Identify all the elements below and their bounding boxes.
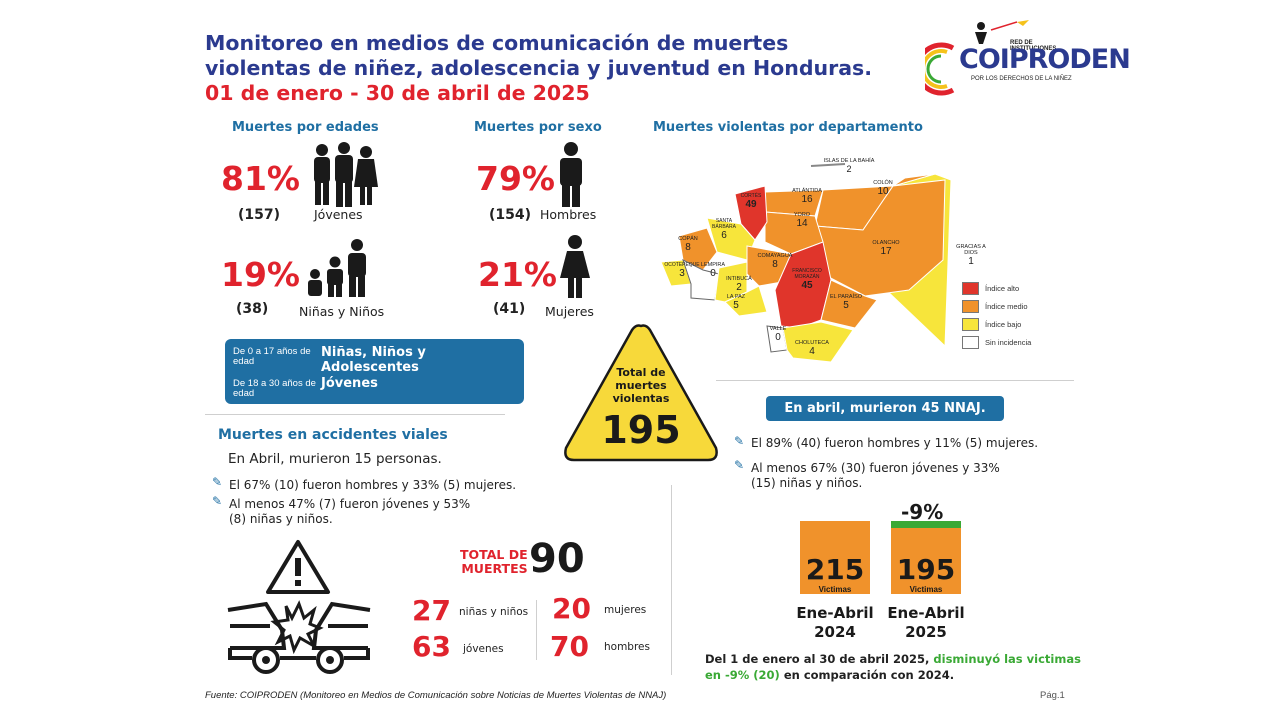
divider-left (205, 414, 505, 415)
logo-top-text: RED DE INSTITUCIONES (1010, 40, 1057, 52)
age-definitions-box: De 0 a 17 años de edad Niñas, Niños y Ad… (225, 339, 524, 404)
logo-bottom-text: POR LOS DERECHOS DE LA NIÑEZ (971, 76, 1072, 82)
road-total-label: TOTAL DE MUERTES (460, 547, 528, 576)
map-label-choluteca: CHOLUTECA 4 (795, 340, 829, 357)
woman-icon (558, 234, 592, 303)
definition-label-2: Jóvenes (321, 376, 378, 391)
pin-icon: ✎ (212, 475, 223, 489)
map-label-copan: COPÁN 8 (678, 236, 698, 253)
map-label-yoro: YORO 14 (793, 212, 811, 229)
map-label-intibuca: INTIBUCÁ 2 (726, 276, 752, 293)
divider-right (716, 380, 1074, 381)
bar-decrease-marker (891, 521, 961, 528)
bar-2025-sub: Victimas (909, 585, 943, 594)
sex-men-label: Hombres (540, 207, 597, 222)
road-bullet-2: Al menos 47% (7) fueron jóvenes y 53% (8… (229, 497, 471, 526)
youth-group-icon (308, 141, 380, 212)
road-total-value: 90 (529, 536, 585, 582)
ages-kids-pct: 19% (221, 255, 300, 294)
road-bullet-1: El 67% (10) fueron hombres y 33% (5) muj… (229, 478, 517, 492)
bar-2025-value: 195 (896, 553, 956, 586)
sex-women-label: Mujeres (545, 304, 594, 319)
road-heading: Muertes en accidentes viales (218, 427, 448, 443)
definition-range-2: De 18 a 30 años de edad (233, 378, 316, 399)
road-kids-value: 27 (412, 594, 451, 627)
map-label-comayagua: COMAYAGUA 8 (757, 253, 793, 270)
sex-men-count: (154) (489, 207, 532, 223)
pin-icon: ✎ (212, 494, 223, 508)
ages-youth-label: Jóvenes (314, 207, 363, 222)
map-legend: Índice alto Índice medio Índice bajo Sin… (962, 282, 1031, 349)
map-label-cortes: CORTÉS 49 (740, 193, 762, 210)
road-men-value: 70 (550, 630, 589, 663)
road-men-label: hombres (604, 641, 650, 653)
map-label-la-paz: LA PAZ 5 (726, 294, 746, 311)
car-crash-icon (227, 540, 371, 674)
title-line-2: violentas de niñez, adolescencia y juven… (205, 56, 873, 80)
ages-heading: Muertes por edades (232, 120, 379, 135)
page-title: Monitoreo en medios de comunicación de m… (205, 31, 905, 106)
total-label: Total de muertes violentas (612, 366, 670, 405)
comparison-note: Del 1 de enero al 30 de abril 2025, dism… (705, 652, 1081, 682)
comparison-change: -9% (901, 500, 944, 524)
road-women-label: mujeres (604, 604, 647, 616)
map-heading: Muertes violentas por departamento (653, 120, 923, 135)
ages-youth-count: (157) (238, 207, 281, 223)
title-line-1: Monitoreo en medios de comunicación de m… (205, 31, 789, 55)
road-kids-label: niñas y niños (459, 606, 529, 618)
april-bullet-2: Al menos 67% (30) fueron jóvenes y 33% (… (751, 461, 1000, 490)
map-label-el-paraiso: EL PARAÍSO 5 (829, 294, 863, 311)
bar-2024-sub: Victimas (818, 585, 852, 594)
legend-item-medium: Índice medio (962, 300, 1031, 313)
kids-group-icon (305, 238, 371, 303)
bar-2024-value: 215 (805, 553, 865, 586)
legend-item-high: Índice alto (962, 282, 1031, 295)
total-warning-triangle (560, 320, 722, 471)
bar-2025-label: Ene-Abril 2025 (887, 604, 965, 641)
map-label-olancho: OLANCHO 17 (872, 240, 900, 257)
road-youth-label: jóvenes (463, 643, 504, 655)
man-icon (555, 141, 587, 212)
map-label-atlantida: ATLÁNTIDA 16 (792, 188, 822, 205)
footer-source: Fuente: COIPRODEN (Monitoreo en Medios d… (205, 690, 667, 701)
map-label-islas: ISLAS DE LA BAHÍA 2 (823, 158, 875, 174)
sex-women-count: (41) (493, 301, 526, 317)
title-dates: 01 de enero - 30 de abril de 2025 (205, 81, 590, 105)
definition-range-1: De 0 a 17 años de edad (233, 346, 311, 367)
bar-2024-label: Ene-Abril 2024 (796, 604, 874, 641)
april-banner: En abril, murieron 45 NNAJ. (766, 396, 1004, 421)
road-divider (536, 600, 537, 660)
ages-kids-label: Niñas y Niños (299, 304, 385, 319)
divider-vertical (671, 485, 672, 675)
bar-2024 (800, 521, 870, 594)
april-bullet-1: El 89% (40) fueron hombres y 11% (5) muj… (751, 436, 1039, 450)
total-value: 195 (601, 408, 681, 452)
road-subheading: En Abril, murieron 15 personas. (228, 451, 442, 467)
map-label-colon: COLÓN 10 (873, 180, 893, 197)
ages-youth-pct: 81% (221, 159, 300, 198)
map-label-lempira: LEMPIRA 0 (700, 262, 726, 279)
coiproden-logo: RED DE INSTITUCIONES COIPRODEN POR LOS D… (914, 18, 1131, 98)
footer-page: Pág.1 (1040, 690, 1065, 701)
map-label-ocotepeque: OCOTEPEQUE 3 (664, 262, 700, 279)
legend-item-none: Sin incidencia (962, 336, 1031, 349)
sex-women-pct: 21% (478, 255, 557, 294)
ages-kids-count: (38) (236, 301, 269, 317)
map-label-francisco-morazan: FRANCISCO MORAZÁN 45 (792, 268, 822, 291)
pin-icon: ✎ (734, 434, 745, 448)
definition-label-1: Niñas, Niños y Adolescentes (321, 345, 426, 375)
map-label-valle: VALLE 0 (769, 326, 787, 343)
pin-icon: ✎ (734, 458, 745, 472)
road-women-value: 20 (552, 592, 591, 625)
logo-name: COIPRODEN (959, 44, 1131, 75)
bar-2025 (891, 528, 961, 594)
sex-heading: Muertes por sexo (474, 120, 602, 135)
map-label-gracias: GRACIAS A DIOS 1 (956, 244, 986, 267)
honduras-map (660, 163, 952, 363)
legend-item-low: Índice bajo (962, 318, 1031, 331)
map-label-santa-barbara: SANTA BÁRBARA 6 (712, 218, 736, 241)
road-youth-value: 63 (412, 630, 451, 663)
sex-men-pct: 79% (476, 159, 555, 198)
